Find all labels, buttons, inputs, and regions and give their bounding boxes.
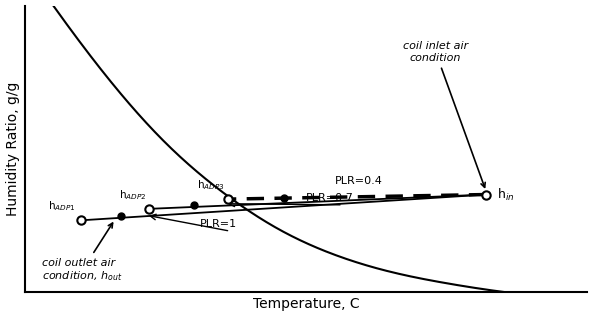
Text: h$_{ADP2}$: h$_{ADP2}$: [119, 188, 146, 202]
X-axis label: Temperature, C: Temperature, C: [253, 297, 359, 311]
Text: coil inlet air
condition: coil inlet air condition: [403, 41, 485, 187]
Text: h$_{in}$: h$_{in}$: [498, 186, 515, 203]
Text: PLR=1: PLR=1: [199, 219, 237, 229]
Text: h$_{ADP3}$: h$_{ADP3}$: [197, 178, 225, 192]
Text: PLR=0.4: PLR=0.4: [334, 176, 382, 186]
Text: coil outlet air
condition, $h_{out}$: coil outlet air condition, $h_{out}$: [42, 223, 123, 283]
Y-axis label: Humidity Ratio, g/g: Humidity Ratio, g/g: [5, 81, 20, 216]
Text: PLR=0.7: PLR=0.7: [306, 193, 354, 203]
Text: h$_{ADP1}$: h$_{ADP1}$: [48, 200, 76, 213]
